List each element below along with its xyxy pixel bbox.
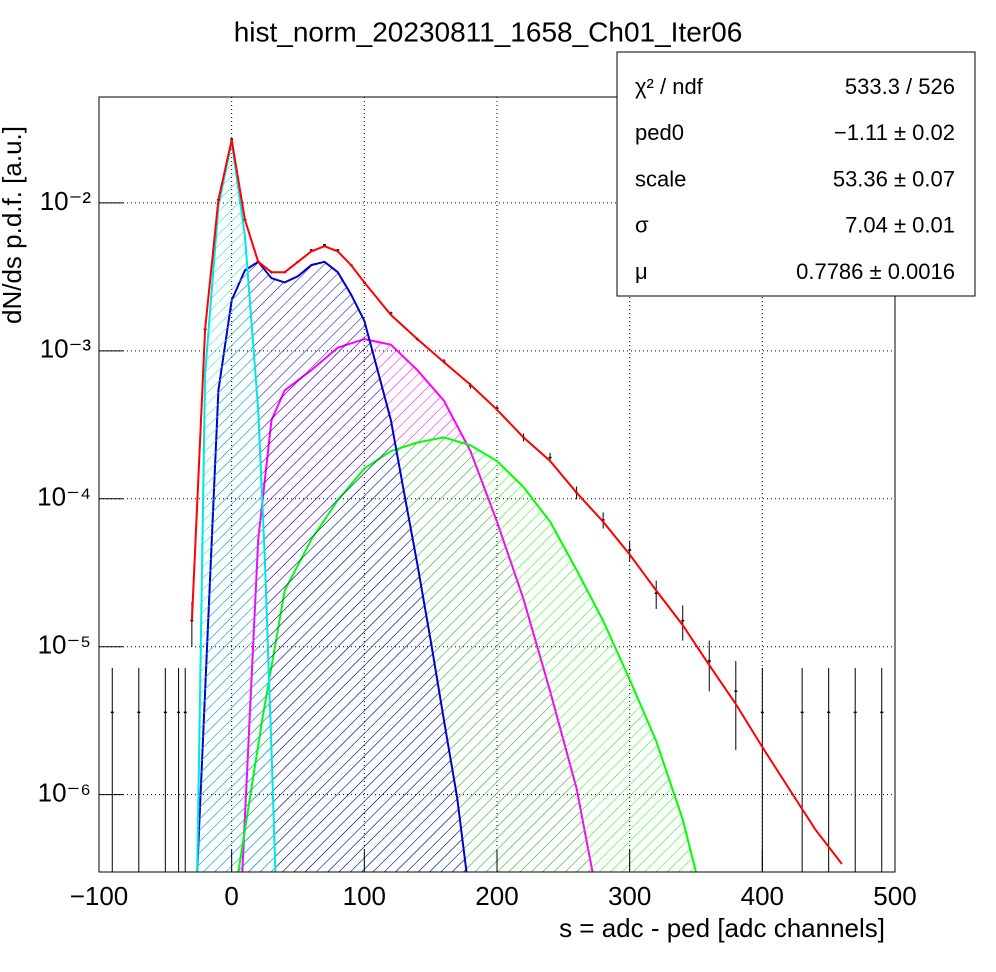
x-tick-label: 200: [475, 881, 518, 911]
x-tick-label: 400: [741, 881, 784, 911]
stats: χ² / ndf 533.3 / 526 ped0 −1.11 ± 0.02 scale…: [635, 74, 955, 284]
y-axis-title: dN/ds p.d.f. [a.u.]: [0, 126, 27, 324]
stat-value: 533.3 / 526: [845, 74, 955, 99]
stat-label: σ: [635, 213, 649, 238]
x-tick-label: 500: [873, 881, 916, 911]
y-tick-label: 10⁻⁵: [38, 630, 91, 660]
stat-value: 7.04 ± 0.01: [845, 213, 955, 238]
stat-label: ped0: [635, 120, 684, 145]
plot-area: [110, 138, 884, 872]
stat-label: μ: [635, 259, 648, 284]
chart-title: hist_norm_20230811_1658_Ch01_Iter06: [234, 16, 743, 47]
x-tick-label: −100: [70, 881, 129, 911]
x-tick-label: 100: [343, 881, 386, 911]
axes: −100 0 100 200 300 400 500 10⁻⁶ 10⁻⁵ 10⁻⁴ 10⁻³ 10⁻²: [37, 186, 917, 911]
stat-value: 0.7786 ± 0.0016: [796, 259, 955, 284]
x-tick-label: 0: [224, 881, 238, 911]
stat-value: −1.11 ± 0.02: [834, 120, 955, 145]
y-tick-label: 10⁻²: [40, 186, 92, 216]
stat-value: 53.36 ± 0.07: [833, 166, 955, 191]
x-tick-label: 300: [608, 881, 651, 911]
y-tick-label: 10⁻⁴: [37, 482, 91, 512]
stat-label: χ² / ndf: [635, 74, 704, 99]
y-tick-label: 10⁻³: [40, 334, 92, 364]
curve: [196, 141, 277, 872]
y-tick-label: 10⁻⁶: [38, 778, 91, 808]
curve: [190, 139, 843, 865]
area-fill: [197, 141, 276, 872]
stat-label: scale: [635, 166, 686, 191]
stats-box: [616, 51, 976, 297]
x-axis-title: s = adc - ped [adc channels]: [559, 913, 885, 943]
